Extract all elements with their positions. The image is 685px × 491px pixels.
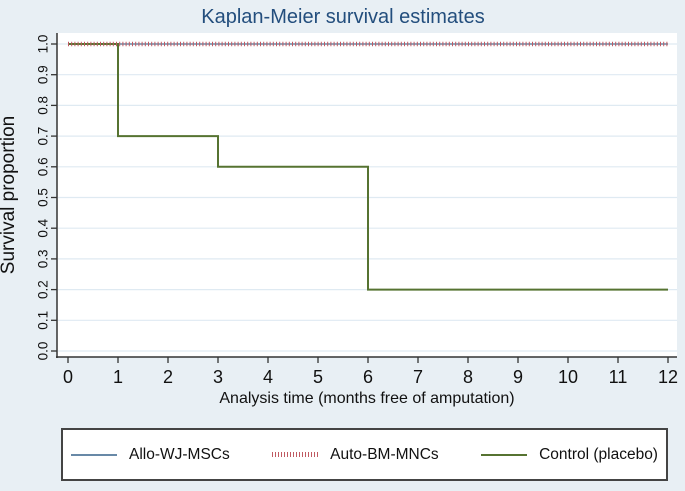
chart-title: Kaplan-Meier survival estimates	[201, 6, 484, 28]
legend-line-sample	[71, 453, 117, 456]
x-tick-label: 0	[63, 367, 73, 387]
y-tick-label: 1.0	[36, 35, 51, 54]
x-tick-label: 3	[213, 367, 223, 387]
chart-legend: Allo-WJ-MSCs Auto-BM-MNCs Control (placebo…	[61, 428, 668, 481]
legend-entry: Control (placebo)	[481, 446, 658, 464]
x-tick-label: 2	[163, 367, 173, 387]
legend-label: Control (placebo)	[539, 445, 658, 463]
chart-layers: 0.00.10.20.30.40.50.60.70.80.91.00 1 2 3 4 5 6…	[36, 33, 678, 387]
x-tick-label: 4	[263, 367, 273, 387]
x-tick-label: 9	[513, 367, 523, 387]
legend-entry: Auto-BM-MNCs	[272, 446, 439, 464]
legend-line-sample	[272, 452, 319, 457]
y-tick-label: 0.5	[36, 188, 51, 207]
x-tick-label: 11	[609, 367, 628, 387]
x-tick-label: 6	[363, 367, 373, 387]
y-tick-label: 0.8	[36, 96, 51, 115]
y-tick-label: 0.1	[36, 311, 51, 330]
y-tick-label: 0.0	[36, 342, 51, 361]
km-chart-svg: 0.00.10.20.30.40.50.60.70.80.91.00 1 2 3 4 5 6…	[0, 6, 678, 407]
y-tick-label: 0.4	[36, 218, 51, 237]
x-axis-title: Analysis time (months free of amputation…	[219, 390, 514, 407]
x-tick-label: 12	[658, 367, 678, 387]
x-tick-label: 7	[413, 367, 423, 387]
x-tick-label: 10	[558, 367, 578, 387]
legend-line-sample	[481, 453, 528, 456]
x-tick-label: 5	[313, 367, 323, 387]
y-tick-label: 0.7	[36, 127, 51, 146]
legend-label: Allo-WJ-MSCs	[129, 445, 230, 463]
series-line-control-placebo-	[68, 43, 668, 291]
legend-label: Auto-BM-MNCs	[330, 445, 439, 463]
y-tick-label: 0.3	[36, 250, 51, 269]
y-tick-label: 0.9	[36, 65, 51, 84]
legend-entry: Allo-WJ-MSCs	[71, 446, 230, 464]
y-tick-label: 0.6	[36, 157, 51, 176]
y-axis-title: Survival proportion	[0, 116, 19, 274]
x-tick-label: 1	[113, 367, 123, 387]
x-tick-label: 8	[463, 367, 473, 387]
y-tick-label: 0.2	[36, 280, 51, 299]
